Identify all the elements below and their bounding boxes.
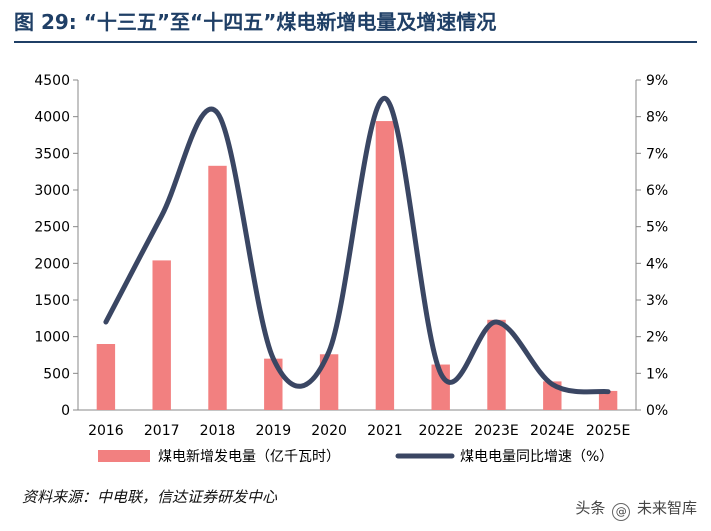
y-right-tick-label: 6% xyxy=(646,183,668,199)
y-right-tick-label: 4% xyxy=(646,256,668,272)
legend-label-line: 煤电电量同比增速（%） xyxy=(460,449,613,465)
y-right-tick-label: 1% xyxy=(646,366,668,382)
watermark-prefix: 头条 xyxy=(575,499,606,517)
x-tick-label: 2018 xyxy=(200,423,236,439)
x-tick-label: 2016 xyxy=(88,423,124,439)
x-tick-label: 2019 xyxy=(255,423,291,439)
y-left-tick-label: 2500 xyxy=(34,220,70,236)
bar xyxy=(152,260,171,410)
x-tick-label: 2017 xyxy=(144,423,180,439)
y-right-tick-label: 7% xyxy=(646,146,668,162)
x-tick-label: 2025E xyxy=(586,423,630,439)
watermark: 头条 @ 未来智库 xyxy=(575,497,697,521)
legend-label-bar: 煤电新增发电量（亿千瓦时） xyxy=(158,449,340,465)
x-tick-label: 2022E xyxy=(418,423,462,439)
bar xyxy=(319,354,339,410)
y-left-tick-label: 4500 xyxy=(34,73,70,89)
bar xyxy=(487,319,506,410)
x-tick-label: 2024E xyxy=(530,423,574,439)
line-series xyxy=(103,95,611,395)
y-left-tick-label: 3500 xyxy=(34,146,70,162)
source-note: 资料来源：中电联，信达证券研发中心 xyxy=(22,488,278,506)
watermark-handle: 未来智库 xyxy=(636,499,697,517)
legend-swatch-bar xyxy=(98,450,150,462)
bar xyxy=(598,390,618,410)
bar xyxy=(431,364,450,410)
y-left-tick-label: 1500 xyxy=(34,293,70,309)
y-left-tick-label: 500 xyxy=(43,366,70,382)
bar xyxy=(96,344,116,410)
title-underline xyxy=(14,41,697,43)
bar xyxy=(208,165,227,410)
y-left-tick-label: 4000 xyxy=(34,110,70,126)
y-right-tick-label: 2% xyxy=(646,330,668,346)
bar xyxy=(375,121,395,411)
y-left-tick-label: 3000 xyxy=(34,183,70,199)
legend: 煤电新增发电量（亿千瓦时） 煤电电量同比增速（%） xyxy=(98,449,613,465)
growth-rate-line xyxy=(103,95,611,395)
y-right-tick-label: 5% xyxy=(646,220,668,236)
y-right-tick-label: 8% xyxy=(646,110,668,126)
at-icon: @ xyxy=(612,503,631,521)
y-left-tick-label: 1000 xyxy=(34,330,70,346)
chart-title: 图 29: “十三五”至“十四五”煤电新增电量及增速情况 xyxy=(14,10,497,34)
y-right-tick-label: 0% xyxy=(646,403,668,419)
y-right-tick-label: 9% xyxy=(646,73,668,89)
x-tick-label: 2023E xyxy=(474,423,518,439)
bar-series xyxy=(96,121,618,411)
y-left-tick-label: 2000 xyxy=(34,256,70,272)
x-tick-label: 2020 xyxy=(311,423,347,439)
y-left-tick-label: 0 xyxy=(61,403,70,419)
x-tick-label: 2021 xyxy=(367,423,403,439)
axes: 0 500 1000 1500 2000 2500 3000 3500 4000 4500 0% 1%… xyxy=(34,73,668,439)
y-right-tick-label: 3% xyxy=(646,293,668,309)
